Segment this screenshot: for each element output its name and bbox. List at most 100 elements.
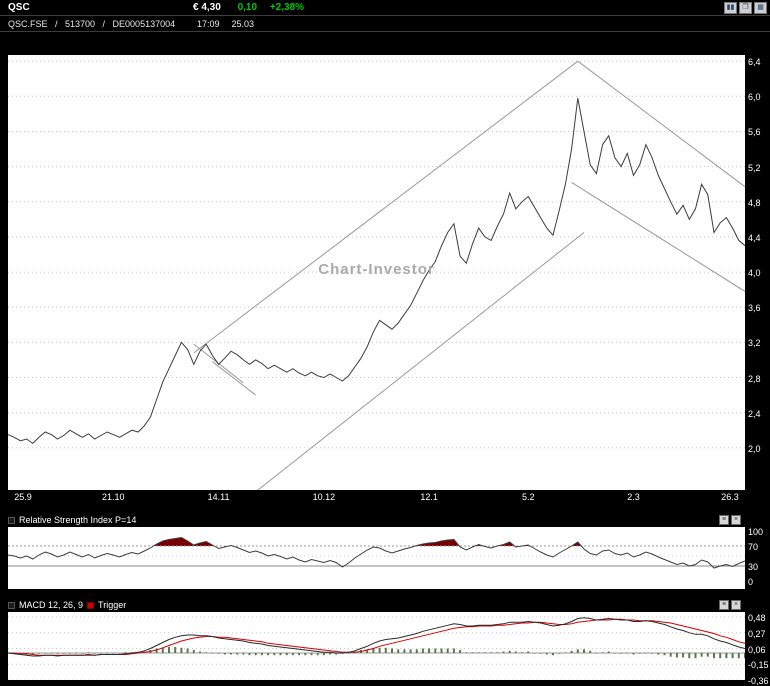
macd-histogram-bar [161,647,164,653]
rsi-y-tick-label: 30 [748,562,759,572]
rsi-close-icon[interactable]: × [731,515,741,525]
rsi-overbought-fill [8,537,745,546]
macd-histogram-bar [267,653,270,656]
macd-histogram-bar [706,653,709,657]
watermark: Chart-Investor [318,261,435,278]
windows-icon[interactable]: ❐ [739,2,752,14]
price-y-tick-label: 2,0 [748,443,761,454]
macd-histogram-bar [496,652,499,653]
macd-histogram-bar [304,653,307,656]
trend-line [212,361,257,396]
macd-histogram-bar [694,653,697,659]
macd-histogram-bar [217,653,220,654]
price-x-tick-label: 5.2 [521,492,535,502]
last-price: € 4,30 [193,2,221,13]
macd-histogram-bar [50,653,53,654]
macd-histogram-bar [242,653,245,655]
macd-histogram-bar [452,648,455,653]
price-x-tick-label: 14.11 [207,492,230,502]
rsi-menu-icon[interactable]: ≡ [719,515,729,525]
price-line [8,98,745,445]
rsi-line [8,536,745,569]
macd-histogram-bar [310,653,313,656]
trend-line [577,60,745,188]
price-y-tick-label: 2,4 [748,408,761,419]
rsi-title: Relative Strength Index P=14 [19,515,137,525]
macd-histogram-bar [527,651,530,653]
rsi-y-tick-label: 0 [748,577,754,587]
macd-histogram-bar [651,653,654,654]
macd-histogram-bar [186,648,189,653]
macd-close-icon[interactable]: × [731,600,741,610]
trend-line [257,232,585,490]
macd-histogram-bar [403,649,406,653]
macd-histogram-bar [372,647,375,653]
macd-histogram-bar [613,653,616,654]
macd-panel[interactable] [8,612,745,680]
macd-histogram-bar [700,653,703,657]
rsi-panel[interactable] [8,527,745,589]
macd-histogram-bar [384,647,387,653]
macd-histogram-bar [31,653,34,655]
macd-chart [8,616,745,680]
macd-histogram-bar [391,648,393,653]
bar-chart-icon[interactable]: ▮▮ [724,2,737,14]
rsi-chart [8,536,745,569]
macd-histogram-bar [669,653,672,657]
macd-histogram-bar [38,653,40,654]
macd-histogram-bar [502,651,505,653]
price-chart-panel[interactable]: Chart-Investor [8,55,745,490]
price-x-tick-label: 21.10 [102,492,125,502]
macd-histogram-bar [731,653,734,659]
macd-histogram-bar [545,653,548,655]
macd-histogram-bar [155,648,158,653]
price-y-tick-label: 4,4 [748,232,761,243]
price-change: 0,10 [237,2,258,13]
macd-histogram-bar [421,648,424,653]
macd-histogram-bar [168,647,170,653]
macd-histogram-bar [285,653,288,656]
macd-histogram-bar [223,653,226,655]
price-y-tick-label: 2,8 [748,373,761,384]
macd-histogram-bar [471,652,474,653]
macd-histogram-bar [254,653,257,656]
macd-histogram-bar [558,653,561,654]
macd-histogram-bar [483,652,486,653]
macd-histogram-bar [713,653,715,659]
macd-histogram-bar [570,650,573,653]
macd-histogram-bar [415,649,418,653]
macd-histogram-bar [273,653,276,656]
macd-panel-controls: ≡ × [719,600,741,610]
price-y-tick-label: 5,2 [748,162,761,173]
instrument-id: QSC.FSE / 513700 / DE0005137004 [8,19,176,29]
macd-histogram-bar [514,651,517,653]
price-x-tick-label: 2.3 [627,492,640,502]
macd-histogram-bar [93,653,96,654]
macd-menu-icon[interactable]: ≡ [719,600,729,610]
macd-histogram-bar [366,649,369,653]
macd-histogram-bar [440,648,443,653]
price-y-tick-label: 3,2 [748,338,761,349]
macd-histogram-bar [378,647,381,653]
macd-histogram-bar [347,653,350,654]
macd-histogram-bar [459,650,462,653]
macd-histogram-bar [192,650,195,653]
macd-histogram-bar [180,647,183,653]
macd-histogram-bar [626,653,629,654]
macd-histogram-bar [576,649,579,653]
price-y-tick-label: 6,4 [748,57,761,68]
price-chart [8,60,745,490]
macd-histogram-bar [279,653,282,656]
macd-histogram-bar [87,652,90,653]
macd-histogram-bar [291,653,294,656]
macd-header: MACD 12, 26, 9 Trigger ≡ × [8,599,745,611]
macd-histogram-bar [539,653,542,654]
macd-histogram-bar [106,653,109,654]
macd-histogram-bar [248,653,251,656]
macd-histogram-bar [682,653,685,658]
macd-histogram-bar [298,653,301,656]
macd-legend-swatch-icon [8,601,15,609]
grid-icon[interactable]: ▦ [754,2,767,14]
macd-histogram-bar [719,653,722,659]
macd-histogram-bar [428,648,431,653]
